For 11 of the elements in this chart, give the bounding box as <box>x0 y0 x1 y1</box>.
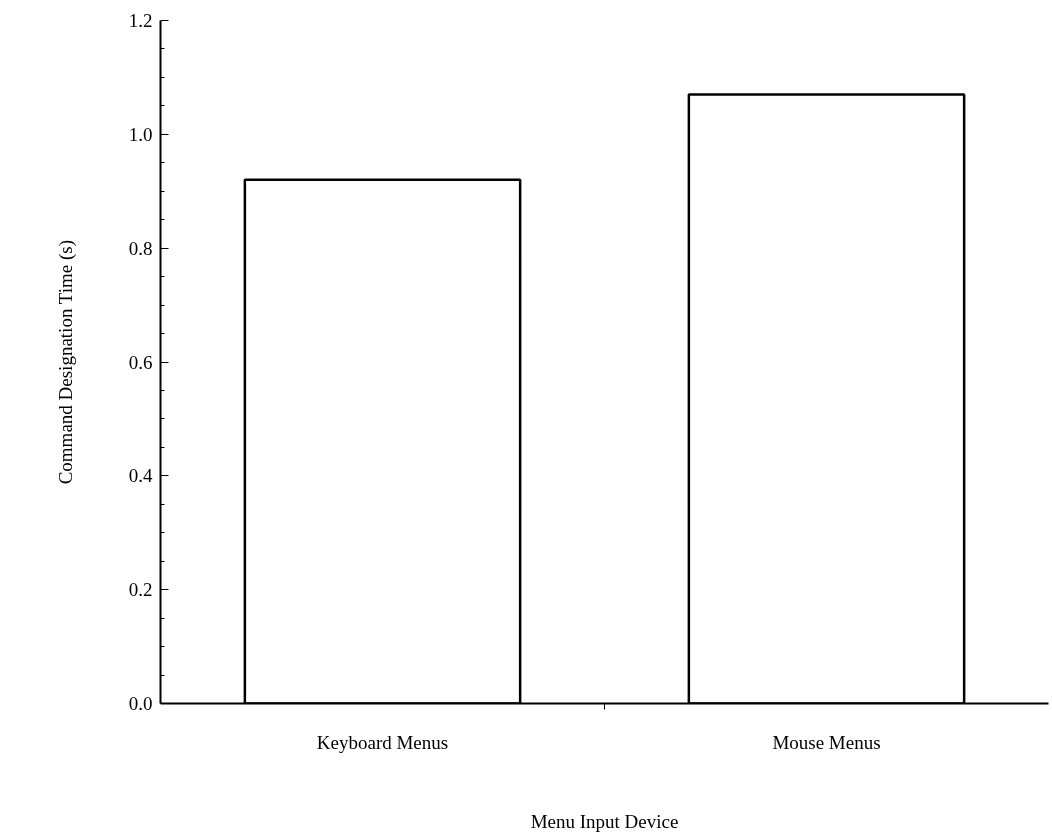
y-tick-label: 0.8 <box>128 237 153 259</box>
x-tick-label: Keyboard Menus <box>316 731 449 753</box>
y-axis-title: Command Designation Time (s) <box>54 239 77 485</box>
y-tick-label: 0.6 <box>128 351 153 373</box>
y-tick-label: 0.0 <box>128 693 153 714</box>
y-tick-label: 0.2 <box>128 579 153 601</box>
y-tick-label: 1.0 <box>128 123 153 145</box>
y-tick-label: 1.2 <box>128 10 153 31</box>
x-axis-title: Menu Input Device <box>530 810 679 832</box>
y-tick-label: 0.4 <box>128 465 153 487</box>
x-tick-label: Mouse Menus <box>772 731 881 753</box>
